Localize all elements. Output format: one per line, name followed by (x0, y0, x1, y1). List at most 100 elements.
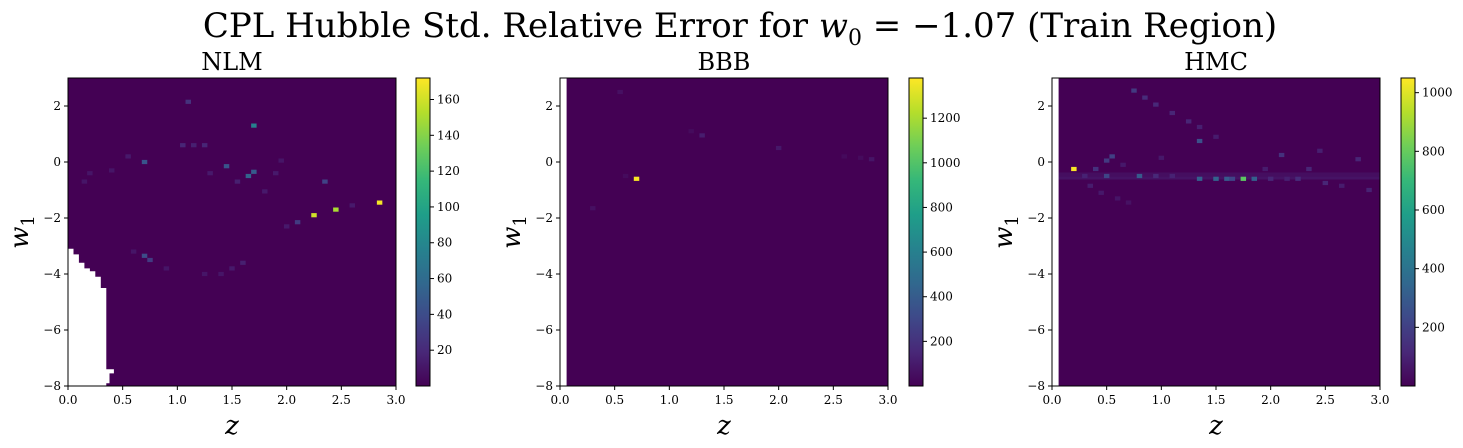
heatmap-cell (1131, 88, 1137, 93)
x-tick-label: 0.5 (605, 393, 624, 407)
x-tick-label: 3.0 (386, 393, 405, 407)
figure-title-value: = −1.07 (862, 6, 1016, 46)
figure-title: CPL Hubble Std. Relative Error for w0 = … (203, 6, 1277, 51)
heatmap-cell (141, 253, 148, 258)
colorbar-tick-label: 100 (437, 200, 460, 214)
heatmap-cell (699, 133, 705, 138)
heatmap-cell (333, 207, 339, 212)
heatmap-cell (147, 257, 153, 263)
x-tick-label: 1.0 (1152, 393, 1171, 407)
heatmap-cell (857, 155, 864, 160)
heatmap-cell (1169, 110, 1175, 116)
colorbar-tick-label: 1000 (1422, 86, 1453, 100)
colorbar (908, 77, 924, 387)
heatmap-cell (1109, 154, 1115, 159)
heatmap-cell (109, 168, 115, 173)
figure-title-text: CPL Hubble Std. Relative Error for (203, 6, 819, 46)
y-tick-label: 0 (1037, 155, 1045, 169)
colorbar (1400, 77, 1416, 387)
y-tick-label: −2 (43, 211, 61, 225)
heatmap-cell (1306, 166, 1312, 172)
y-tick-label: −6 (43, 323, 61, 337)
heatmap-cell (1153, 173, 1159, 179)
heatmap-cell (590, 206, 596, 211)
heatmap-cell (125, 154, 131, 159)
x-axis-label: z (224, 411, 239, 441)
heatmap-cell (1103, 158, 1110, 163)
x-axis-label: z (1208, 411, 1223, 441)
colorbar-tick-label: 800 (1422, 144, 1445, 158)
heatmap-cell (163, 266, 170, 271)
heatmap-cell (294, 220, 301, 225)
heatmap-cell (1284, 176, 1290, 181)
colorbar-tick-label: 400 (930, 290, 953, 304)
panel-hmc: HMC 0.0 0.5 1.0 1.5 2.0 2.5 3.0 2 0 −2 −4 −6 −8 z w1 200… (989, 48, 1453, 441)
x-tick-label: 0.0 (58, 393, 77, 407)
colorbar-tick-label: 160 (437, 92, 460, 106)
heatmap-cell (322, 179, 328, 184)
heatmap-cell (349, 203, 355, 208)
x-tick-label: 0.0 (1042, 393, 1061, 407)
x-tick-label: 1.5 (1206, 393, 1225, 407)
y-tick-label: −6 (1027, 323, 1045, 337)
heatmap-cell (191, 143, 197, 148)
colorbar-tick-label: 80 (437, 236, 452, 250)
colorbar-tick-label: 200 (930, 334, 953, 348)
x-tick-label: 3.0 (1370, 393, 1389, 407)
heatmap-cell (1196, 176, 1203, 181)
heatmap-cell (245, 173, 252, 179)
heatmap-cell (1093, 166, 1099, 172)
heatmap-cell (841, 154, 847, 159)
heatmap-cell (141, 159, 148, 165)
heatmap-cell (81, 179, 88, 184)
x-tick-label: 0.5 (113, 393, 132, 407)
y-tick-label: −4 (1027, 267, 1045, 281)
heatmap-cell (633, 176, 640, 181)
heatmap-cell (311, 213, 317, 218)
heatmap-cell (1087, 183, 1093, 188)
colorbar-tick-label: 60 (437, 272, 452, 286)
heatmap-cell (229, 266, 235, 271)
heatmap-cell (1153, 102, 1159, 107)
heatmap-cell (1142, 95, 1148, 100)
y-tick-label: 0 (545, 155, 553, 169)
y-tick-label: 2 (1037, 99, 1045, 113)
heatmap-cell (1120, 162, 1126, 167)
figure-title-var: w (819, 6, 848, 46)
heatmap-cell (1262, 166, 1268, 172)
heatmap-cell (775, 145, 782, 151)
x-tick-label: 1.0 (168, 393, 187, 407)
heatmap-cell (1125, 200, 1132, 205)
heatmap-cell (234, 179, 241, 184)
figure-title-sub: 0 (848, 26, 862, 51)
missing-region (68, 248, 114, 386)
heatmap-cell (1366, 187, 1372, 193)
heatmap-background (1052, 78, 1380, 386)
heatmap-cell (688, 129, 694, 134)
figure-title-suffix: (Train Region) (1016, 6, 1277, 46)
heatmap-cell (1136, 173, 1143, 179)
heatmap-cell (1071, 166, 1077, 172)
heatmap-cell (376, 200, 383, 205)
x-tick-label: 1.0 (660, 393, 679, 407)
y-tick-label: −4 (43, 267, 61, 281)
heatmap-cell (1322, 180, 1329, 186)
heatmap-cell (1317, 148, 1323, 153)
x-tick-label: 2.5 (824, 393, 843, 407)
colorbar-tick-label: 600 (930, 245, 953, 259)
missing-region (1052, 78, 1059, 386)
y-tick-label: 2 (545, 99, 553, 113)
heatmap-cell (283, 224, 290, 229)
x-tick-label: 0.5 (1097, 393, 1116, 407)
heatmap-cell (251, 123, 257, 128)
heatmap-cell (1158, 155, 1165, 160)
colorbar-tick-label: 1200 (930, 111, 961, 125)
heatmap-cell (1339, 183, 1345, 188)
heatmap-cell (130, 249, 137, 254)
x-tick-label: 2.0 (277, 393, 296, 407)
heatmap-cell (1082, 173, 1088, 179)
heatmap-cell (1213, 176, 1219, 181)
x-tick-label: 1.5 (714, 393, 733, 407)
colorbar-tick-label: 200 (1422, 320, 1445, 334)
